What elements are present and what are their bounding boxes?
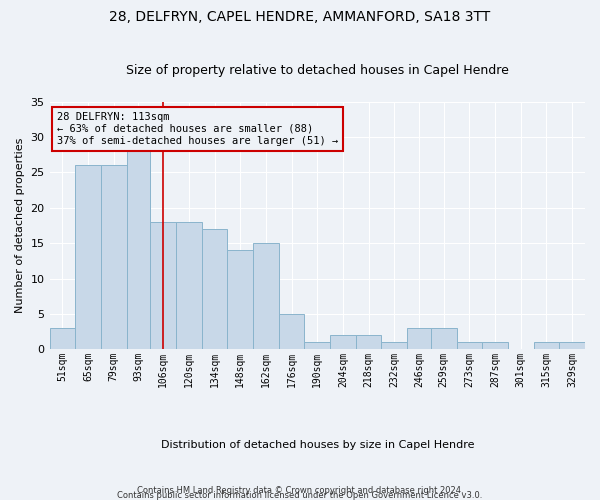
Bar — [482, 342, 508, 349]
Bar — [431, 328, 457, 349]
Text: 28, DELFRYN, CAPEL HENDRE, AMMANFORD, SA18 3TT: 28, DELFRYN, CAPEL HENDRE, AMMANFORD, SA… — [109, 10, 491, 24]
Bar — [330, 335, 356, 349]
Bar — [304, 342, 330, 349]
Bar — [559, 342, 585, 349]
Title: Size of property relative to detached houses in Capel Hendre: Size of property relative to detached ho… — [126, 64, 509, 77]
Bar — [176, 222, 202, 349]
Text: Contains HM Land Registry data © Crown copyright and database right 2024.: Contains HM Land Registry data © Crown c… — [137, 486, 463, 495]
Bar — [279, 314, 304, 349]
Bar — [127, 152, 151, 349]
X-axis label: Distribution of detached houses by size in Capel Hendre: Distribution of detached houses by size … — [161, 440, 474, 450]
Bar — [101, 166, 127, 349]
Bar — [407, 328, 431, 349]
Bar — [253, 243, 279, 349]
Bar — [75, 166, 101, 349]
Text: Contains public sector information licensed under the Open Government Licence v3: Contains public sector information licen… — [118, 491, 482, 500]
Bar — [227, 250, 253, 349]
Bar — [356, 335, 382, 349]
Bar — [151, 222, 176, 349]
Y-axis label: Number of detached properties: Number of detached properties — [15, 138, 25, 313]
Bar — [533, 342, 559, 349]
Text: 28 DELFRYN: 113sqm
← 63% of detached houses are smaller (88)
37% of semi-detache: 28 DELFRYN: 113sqm ← 63% of detached hou… — [57, 112, 338, 146]
Bar — [202, 229, 227, 349]
Bar — [457, 342, 482, 349]
Bar — [50, 328, 75, 349]
Bar — [382, 342, 407, 349]
